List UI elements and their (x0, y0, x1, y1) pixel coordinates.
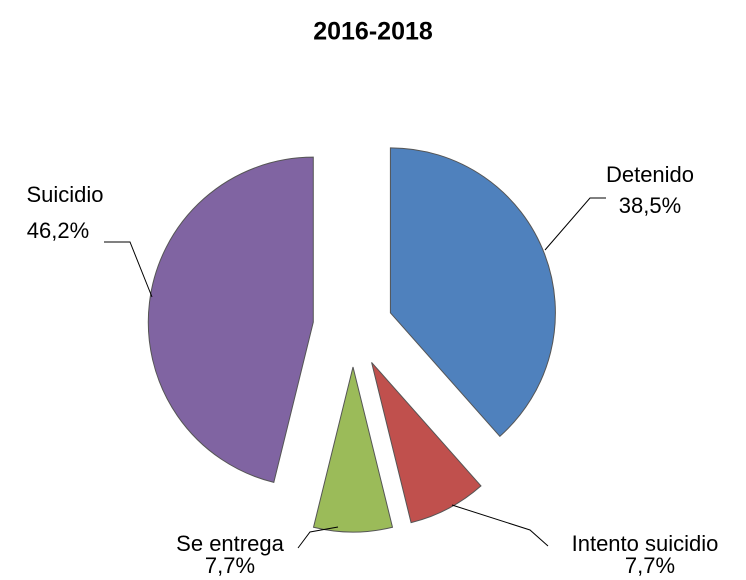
leader-line (544, 197, 606, 251)
leader-line (297, 526, 339, 549)
leader-line (451, 504, 549, 547)
slice-value-label: 38,5% (619, 193, 681, 218)
slice-value-label: 7,7% (625, 553, 675, 578)
slice-value-label: 46,2% (27, 218, 89, 243)
pie-slice (371, 362, 482, 524)
pie-slice (389, 147, 556, 438)
slice-label: Intento suicidio (572, 531, 719, 556)
slice-label: Detenido (606, 162, 694, 187)
pie-slice (147, 156, 314, 483)
slice-label: Se entrega (176, 531, 284, 556)
pie-slice (312, 366, 394, 533)
leader-line (104, 241, 153, 298)
slice-label: Suicidio (26, 182, 103, 207)
chart-title: 2016-2018 (313, 18, 433, 46)
slice-value-label: 7,7% (205, 553, 255, 578)
